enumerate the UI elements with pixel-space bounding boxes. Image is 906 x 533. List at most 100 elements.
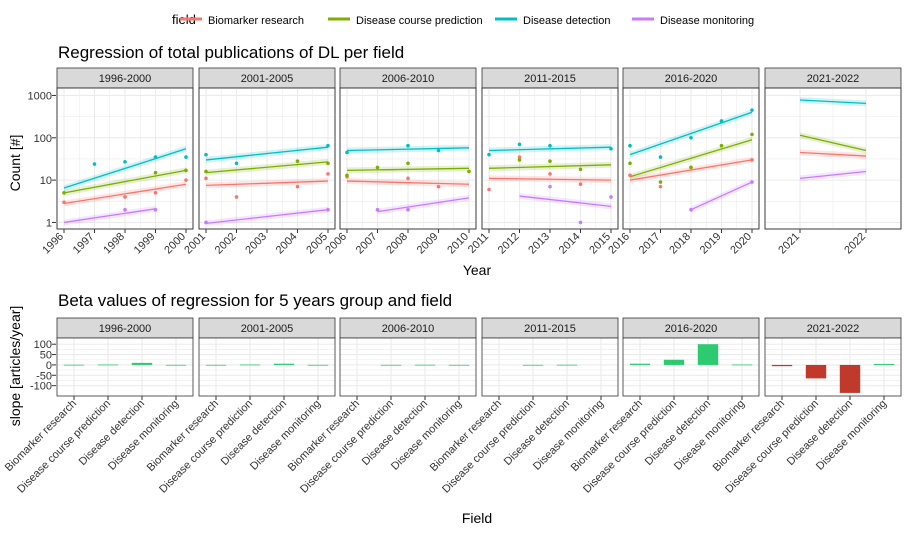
top-x-tick-label-2018: 2018 <box>667 231 693 257</box>
legend-label-disease-course-prediction: Disease course prediction <box>356 15 483 27</box>
data-point-disease-course-prediction <box>517 158 522 162</box>
data-point-disease-detection <box>406 143 410 148</box>
bar-disease-detection <box>697 344 719 365</box>
data-point-disease-course-prediction <box>578 167 583 172</box>
data-point-disease-detection <box>345 150 349 155</box>
data-point-disease-course-prediction <box>375 165 380 170</box>
top-strip-label-1996-2000: 1996-2000 <box>99 73 152 85</box>
data-point-disease-monitoring <box>375 207 380 212</box>
top-panel-border <box>764 87 902 230</box>
fit-line-disease-monitoring <box>519 195 612 207</box>
fit-line-disease-monitoring <box>799 170 867 180</box>
data-point-disease-course-prediction <box>719 143 724 148</box>
top-panel-2006-2010: 2006-2010 2006 2007 2008 2009 2010 <box>323 67 477 257</box>
bar-disease-detection <box>273 363 295 365</box>
fit-line-disease-monitoring <box>205 209 329 225</box>
fit-line-biomarker-research <box>799 151 867 157</box>
bottom-plot-area-2016-2020 <box>623 338 759 396</box>
top-x-tick-label-2022: 2022 <box>842 231 868 257</box>
data-point-disease-monitoring <box>609 195 613 199</box>
data-point-disease-detection <box>487 152 491 157</box>
data-point-disease-course-prediction <box>153 170 158 175</box>
legend-label-biomarker-research: Biomarker research <box>208 15 304 27</box>
bottom-y-tick-label-100: 100 <box>34 339 52 351</box>
bottom-x-axis-label: Field <box>462 510 492 526</box>
fit-line-biomarker-research <box>346 180 470 185</box>
top-x-tick-label-1997: 1997 <box>71 231 97 257</box>
fit-line-disease-detection <box>63 148 187 189</box>
data-point-disease-detection <box>719 119 724 123</box>
data-point-biomarker-research <box>487 187 491 192</box>
fit-line-biomarker-research <box>629 159 753 181</box>
fit-line-disease-course-prediction <box>205 161 329 174</box>
fit-line-disease-course-prediction <box>629 139 753 178</box>
top-y-tick-label-1: 1 <box>46 217 52 229</box>
data-point-disease-course-prediction <box>750 132 754 137</box>
data-point-biomarker-research <box>517 155 522 159</box>
fit-line-biomarker-research <box>205 180 329 187</box>
bottom-panel-border <box>56 337 194 397</box>
top-x-tick-label-2013: 2013 <box>526 231 552 257</box>
data-point-disease-course-prediction <box>548 159 552 163</box>
data-point-biomarker-research <box>153 191 158 195</box>
bar-disease-detection <box>839 364 861 393</box>
bottom-y-tick-label-50: 50 <box>40 350 52 362</box>
fit-line-disease-course-prediction <box>63 169 187 194</box>
data-point-biomarker-research <box>436 184 441 189</box>
data-point-biomarker-research <box>62 200 66 205</box>
top-panel-2011-2015: 2011-2015 2011 2012 2013 2014 2015 <box>466 67 619 257</box>
data-point-disease-course-prediction <box>406 161 410 166</box>
data-point-disease-detection <box>92 162 97 166</box>
top-y-tick-label-1000: 1000 <box>28 90 52 102</box>
top-x-tick-label-2000: 2000 <box>162 231 188 257</box>
top-x-tick-label-2006: 2006 <box>323 231 349 257</box>
bottom-plot-area-2001-2005 <box>199 338 335 396</box>
bottom-y-tick-label--50: -50 <box>36 370 52 382</box>
bottom-strip-label-2011-2015: 2011-2015 <box>524 323 576 335</box>
data-point-biomarker-research <box>548 172 552 176</box>
fit-line-disease-detection <box>346 147 470 152</box>
top-x-tick-label-1998: 1998 <box>101 231 127 257</box>
top-x-tick-label-2012: 2012 <box>496 231 522 257</box>
fit-line-disease-detection <box>629 111 753 156</box>
bar-biomarker-research <box>205 364 227 366</box>
top-x-tick-label-2016: 2016 <box>606 231 632 257</box>
data-point-disease-detection <box>609 146 613 151</box>
data-point-biomarker-research <box>123 195 127 199</box>
data-point-disease-detection <box>204 152 208 157</box>
data-point-disease-monitoring <box>204 220 208 225</box>
data-point-disease-detection <box>123 160 127 164</box>
top-panel-2016-2020: 2016-2020 2016 2017 2018 2019 2020 <box>606 67 760 257</box>
data-point-biomarker-research <box>628 173 632 178</box>
top-strip-label-2016-2020: 2016-2020 <box>665 73 718 85</box>
fit-line-disease-monitoring <box>63 208 156 224</box>
data-point-biomarker-research <box>204 176 208 181</box>
bar-disease-monitoring <box>873 363 895 365</box>
top-x-tick-label-2007: 2007 <box>354 231 380 257</box>
data-point-disease-detection <box>628 143 632 148</box>
bottom-panel-border <box>764 337 902 397</box>
data-point-disease-monitoring <box>750 180 754 184</box>
top-x-axis-label: Year <box>463 262 492 278</box>
data-point-disease-course-prediction <box>326 161 330 166</box>
bottom-panel-border <box>481 337 619 397</box>
fit-line-disease-detection <box>205 146 329 161</box>
data-point-biomarker-research <box>750 158 754 162</box>
data-point-disease-detection <box>658 155 663 159</box>
bottom-y-tick-label--100: -100 <box>30 381 52 393</box>
data-point-disease-course-prediction <box>628 161 632 166</box>
fit-line-biomarker-research <box>488 177 612 181</box>
data-point-biomarker-research <box>658 184 663 189</box>
bar-disease-course-prediction <box>239 364 261 366</box>
bar-disease-course-prediction <box>97 364 119 366</box>
data-point-disease-monitoring <box>578 220 583 225</box>
bottom-plot-area-2021-2022 <box>765 338 901 396</box>
data-point-biomarker-research <box>406 176 410 181</box>
data-point-disease-detection <box>517 142 522 147</box>
bottom-strip-label-1996-2000: 1996-2000 <box>99 323 152 335</box>
top-x-tick-label-2020: 2020 <box>728 231 754 257</box>
data-point-disease-detection <box>234 161 239 166</box>
